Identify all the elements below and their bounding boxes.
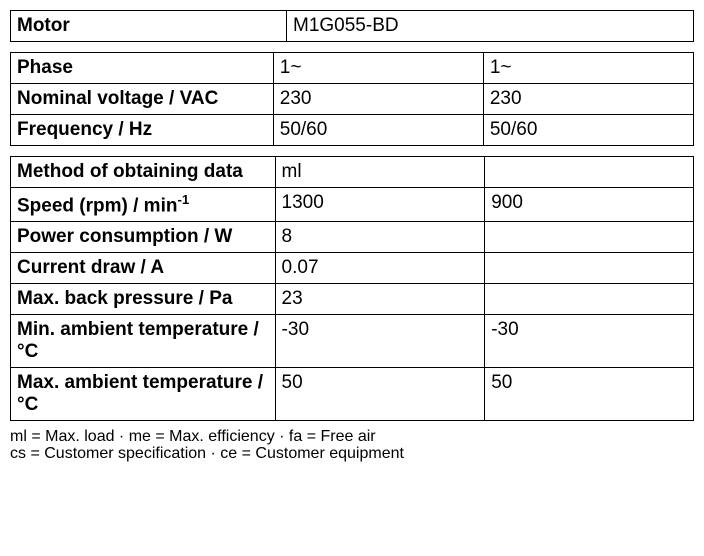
row-label: Min. ambient temperature / °C bbox=[11, 315, 276, 368]
row-value-2: 50 bbox=[485, 368, 694, 421]
row-label: Speed (rpm) / min-1 bbox=[11, 188, 276, 222]
performance-table: Method of obtaining data ml Speed (rpm) … bbox=[10, 156, 694, 421]
row-value-2 bbox=[485, 157, 694, 188]
row-value-1: 1~ bbox=[273, 53, 483, 84]
row-label: Nominal voltage / VAC bbox=[11, 84, 274, 115]
table-row: Min. ambient temperature / °C -30 -30 bbox=[11, 315, 694, 368]
table-row: Current draw / A 0.07 bbox=[11, 253, 694, 284]
row-value-2 bbox=[485, 284, 694, 315]
row-value-1: 1300 bbox=[275, 188, 485, 222]
row-label: Method of obtaining data bbox=[11, 157, 276, 188]
motor-value: M1G055-BD bbox=[287, 11, 694, 42]
electrical-table: Phase 1~ 1~ Nominal voltage / VAC 230 23… bbox=[10, 52, 694, 146]
row-value-1: -30 bbox=[275, 315, 485, 368]
table-row: Max. back pressure / Pa 23 bbox=[11, 284, 694, 315]
row-value-2: 900 bbox=[485, 188, 694, 222]
footnote-line-2: cs = Customer specification · ce = Custo… bbox=[10, 444, 694, 465]
table-row: Frequency / Hz 50/60 50/60 bbox=[11, 115, 694, 146]
row-label: Max. ambient temperature / °C bbox=[11, 368, 276, 421]
row-value-2 bbox=[485, 222, 694, 253]
row-value-2: 230 bbox=[483, 84, 693, 115]
motor-table: Motor M1G055-BD bbox=[10, 10, 694, 42]
row-value-1: 23 bbox=[275, 284, 485, 315]
table-row: Max. ambient temperature / °C 50 50 bbox=[11, 368, 694, 421]
table-row: Speed (rpm) / min-1 1300 900 bbox=[11, 188, 694, 222]
row-label: Power consumption / W bbox=[11, 222, 276, 253]
row-value-1: 230 bbox=[273, 84, 483, 115]
table-row: Nominal voltage / VAC 230 230 bbox=[11, 84, 694, 115]
table-row: Phase 1~ 1~ bbox=[11, 53, 694, 84]
row-value-2: 50/60 bbox=[483, 115, 693, 146]
row-label: Max. back pressure / Pa bbox=[11, 284, 276, 315]
table-row: Motor M1G055-BD bbox=[11, 11, 694, 42]
row-value-1: 50/60 bbox=[273, 115, 483, 146]
table-row: Method of obtaining data ml bbox=[11, 157, 694, 188]
row-label: Current draw / A bbox=[11, 253, 276, 284]
table-row: Power consumption / W 8 bbox=[11, 222, 694, 253]
row-value-2: -30 bbox=[485, 315, 694, 368]
row-value-1: 8 bbox=[275, 222, 485, 253]
row-value-1: ml bbox=[275, 157, 485, 188]
row-value-2 bbox=[485, 253, 694, 284]
row-value-1: 50 bbox=[275, 368, 485, 421]
row-label: Frequency / Hz bbox=[11, 115, 274, 146]
row-value-2: 1~ bbox=[483, 53, 693, 84]
row-value-1: 0.07 bbox=[275, 253, 485, 284]
motor-label: Motor bbox=[11, 11, 287, 42]
row-label: Phase bbox=[11, 53, 274, 84]
